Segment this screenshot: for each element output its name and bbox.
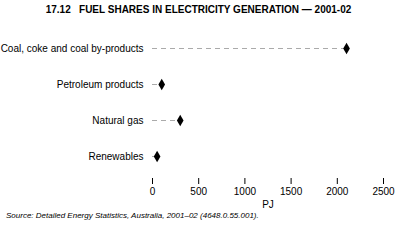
- html-text:Source: Detailed Energy Statis: Source: Detailed Energy Statistics, Aust…: [6, 211, 259, 220]
- svg-text:500: 500: [190, 186, 207, 197]
- svg-text:Coal, coke and coal by-product: Coal, coke and coal by-products: [1, 43, 144, 54]
- svg-text:Natural gas: Natural gas: [92, 115, 143, 126]
- svg-text:0: 0: [150, 186, 156, 197]
- svg-text:Renewables: Renewables: [88, 151, 143, 162]
- svg-text:Petroleum products: Petroleum products: [57, 79, 144, 90]
- svg-text:PJ: PJ: [262, 199, 274, 210]
- svg-text:2500: 2500: [372, 186, 395, 197]
- svg-text:1500: 1500: [280, 186, 303, 197]
- svg-text:1000: 1000: [234, 186, 257, 197]
- html-text:17.12 FUEL SHARES IN ELECTRICI: 17.12 FUEL SHARES IN ELECTRICITY GENERAT…: [45, 4, 352, 15]
- svg-text:2000: 2000: [326, 186, 349, 197]
